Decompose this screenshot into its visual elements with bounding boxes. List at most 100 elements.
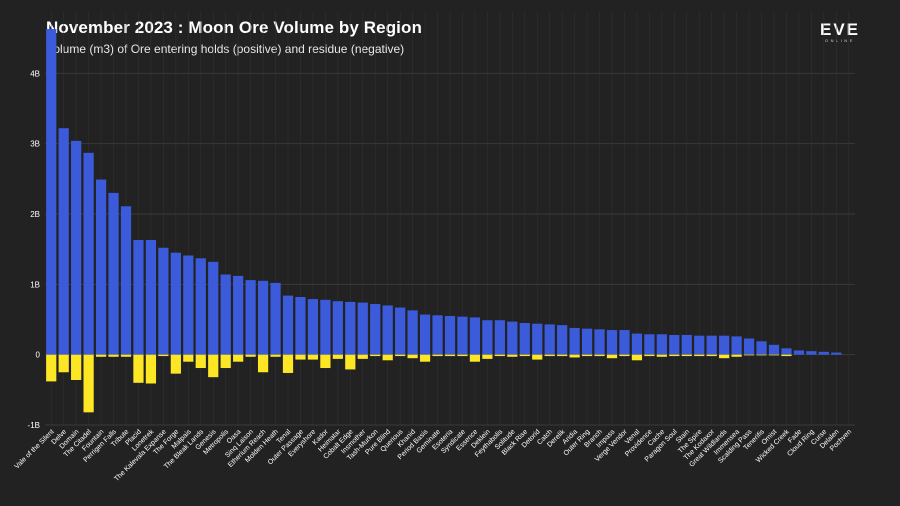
y-tick-label: 4B xyxy=(30,69,40,78)
bar-negative xyxy=(332,354,343,359)
bar-positive xyxy=(282,295,294,355)
bar-positive xyxy=(532,323,543,355)
bar-positive xyxy=(320,299,331,355)
y-tick-label: 3B xyxy=(30,140,40,149)
chart-subtitle: Volume (m3) of Ore entering holds (posit… xyxy=(46,42,405,56)
bar-negative xyxy=(170,354,181,374)
bar-negative xyxy=(71,354,82,380)
bar-positive xyxy=(295,296,306,355)
y-tick-label: -1B xyxy=(28,421,40,430)
bar-negative xyxy=(120,354,132,357)
bar-negative xyxy=(681,354,692,357)
bar-positive xyxy=(71,140,82,355)
bar-negative xyxy=(444,354,456,357)
bar-positive xyxy=(145,240,157,355)
bar-negative xyxy=(108,354,119,357)
bar-negative xyxy=(482,354,493,359)
y-tick-label: 1B xyxy=(30,280,40,289)
bar-positive xyxy=(581,328,593,355)
bar-negative xyxy=(768,354,780,356)
bar-positive xyxy=(818,351,829,355)
bar-positive xyxy=(46,29,57,355)
bar-positive xyxy=(606,330,618,355)
bar-negative xyxy=(295,354,306,360)
bar-positive xyxy=(756,341,767,355)
bar-positive xyxy=(133,240,144,355)
bar-negative xyxy=(457,354,468,357)
bar-negative xyxy=(307,354,319,360)
bar-negative xyxy=(743,354,755,356)
bar-positive xyxy=(469,317,481,355)
bar-positive xyxy=(108,192,119,355)
bar-negative xyxy=(432,354,443,357)
bar-negative xyxy=(594,354,605,357)
bar-positive xyxy=(357,302,368,355)
bar-negative xyxy=(507,354,518,357)
bar-positive xyxy=(806,351,817,355)
bar-positive xyxy=(569,327,580,355)
logo-sub-text: ONLINE xyxy=(825,38,855,43)
bar-positive xyxy=(519,323,530,355)
bar-positive xyxy=(482,320,493,355)
bar-negative xyxy=(669,354,680,357)
bar-negative xyxy=(320,354,331,369)
bar-negative xyxy=(644,354,655,357)
bar-positive xyxy=(594,329,605,355)
bar-positive xyxy=(395,307,406,355)
bar-negative xyxy=(58,354,69,373)
bar-positive xyxy=(158,247,169,355)
bar-negative xyxy=(407,354,418,359)
bar-positive xyxy=(719,335,730,355)
bar-negative xyxy=(719,354,730,359)
bar-positive xyxy=(768,344,780,355)
bar-negative xyxy=(781,354,792,357)
bar-positive xyxy=(220,274,231,355)
bar-negative xyxy=(532,354,543,360)
bar-negative xyxy=(706,354,717,357)
bar-negative xyxy=(544,354,555,357)
bar-positive xyxy=(370,304,381,355)
bar-negative xyxy=(756,354,767,356)
bar-negative xyxy=(282,354,294,373)
bar-positive xyxy=(307,299,319,355)
bar-positive xyxy=(793,350,805,355)
bar-positive xyxy=(507,321,518,355)
bar-positive xyxy=(656,334,667,355)
bar-negative xyxy=(581,354,593,357)
bar-positive xyxy=(233,275,244,355)
bar-positive xyxy=(120,206,132,355)
bar-positive xyxy=(195,258,206,355)
bar-negative xyxy=(519,354,530,357)
bar-positive xyxy=(419,314,431,355)
bar-positive xyxy=(644,334,655,355)
bar-positive xyxy=(731,336,742,355)
bar-negative xyxy=(382,354,393,361)
bar-negative xyxy=(619,354,630,357)
bar-negative xyxy=(731,354,742,357)
bar-negative xyxy=(656,354,667,357)
bar-negative xyxy=(95,354,107,357)
bar-negative xyxy=(145,354,157,384)
bar-negative xyxy=(208,354,219,378)
bar-negative xyxy=(357,354,368,359)
bar-negative xyxy=(606,354,618,359)
bar-positive xyxy=(619,330,630,355)
bar-positive xyxy=(407,310,418,355)
y-tick-label: 2B xyxy=(30,210,40,219)
bar-negative xyxy=(233,354,244,362)
bar-positive xyxy=(257,280,269,355)
bar-positive xyxy=(457,316,468,355)
bar-negative xyxy=(469,354,481,362)
bar-negative xyxy=(345,354,356,370)
bar-positive xyxy=(345,301,356,355)
bar-positive xyxy=(706,335,717,355)
bar-negative xyxy=(245,354,256,357)
bar-positive xyxy=(544,324,555,355)
bar-negative xyxy=(158,354,169,357)
bar-positive xyxy=(382,305,393,355)
bar-negative xyxy=(631,354,643,361)
bar-positive xyxy=(681,334,692,355)
bar-positive xyxy=(669,334,680,355)
bar-positive xyxy=(444,315,456,355)
